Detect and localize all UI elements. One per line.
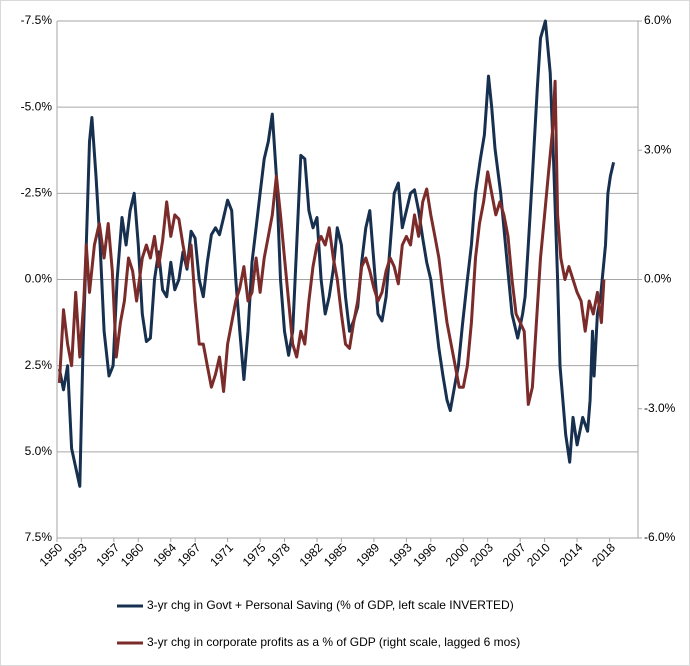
y-tick-label: 7.5% [25,530,53,544]
y-tick-label: 5.0% [25,444,53,458]
y-tick-label: 0.0% [25,272,53,286]
legend: 3-yr chg in Govt + Personal Saving (% of… [117,598,520,649]
y2-tick-label: 3.0% [644,142,672,156]
y-tick-label: -5.0% [21,99,53,113]
y2-tick-label: -3.0% [644,401,676,415]
legend-label: 3-yr chg in Govt + Personal Saving (% of… [147,598,514,612]
y2-tick-label: -6.0% [644,530,676,544]
y-tick-label: -2.5% [21,186,53,200]
y-tick-label: -7.5% [21,13,53,27]
series-line [57,19,616,488]
series-line [57,79,606,406]
y2-tick-label: 6.0% [644,13,672,27]
y2-tick-label: 0.0% [644,272,672,286]
legend-label: 3-yr chg in corporate profits as a % of … [147,635,520,649]
y-tick-label: 2.5% [25,358,53,372]
